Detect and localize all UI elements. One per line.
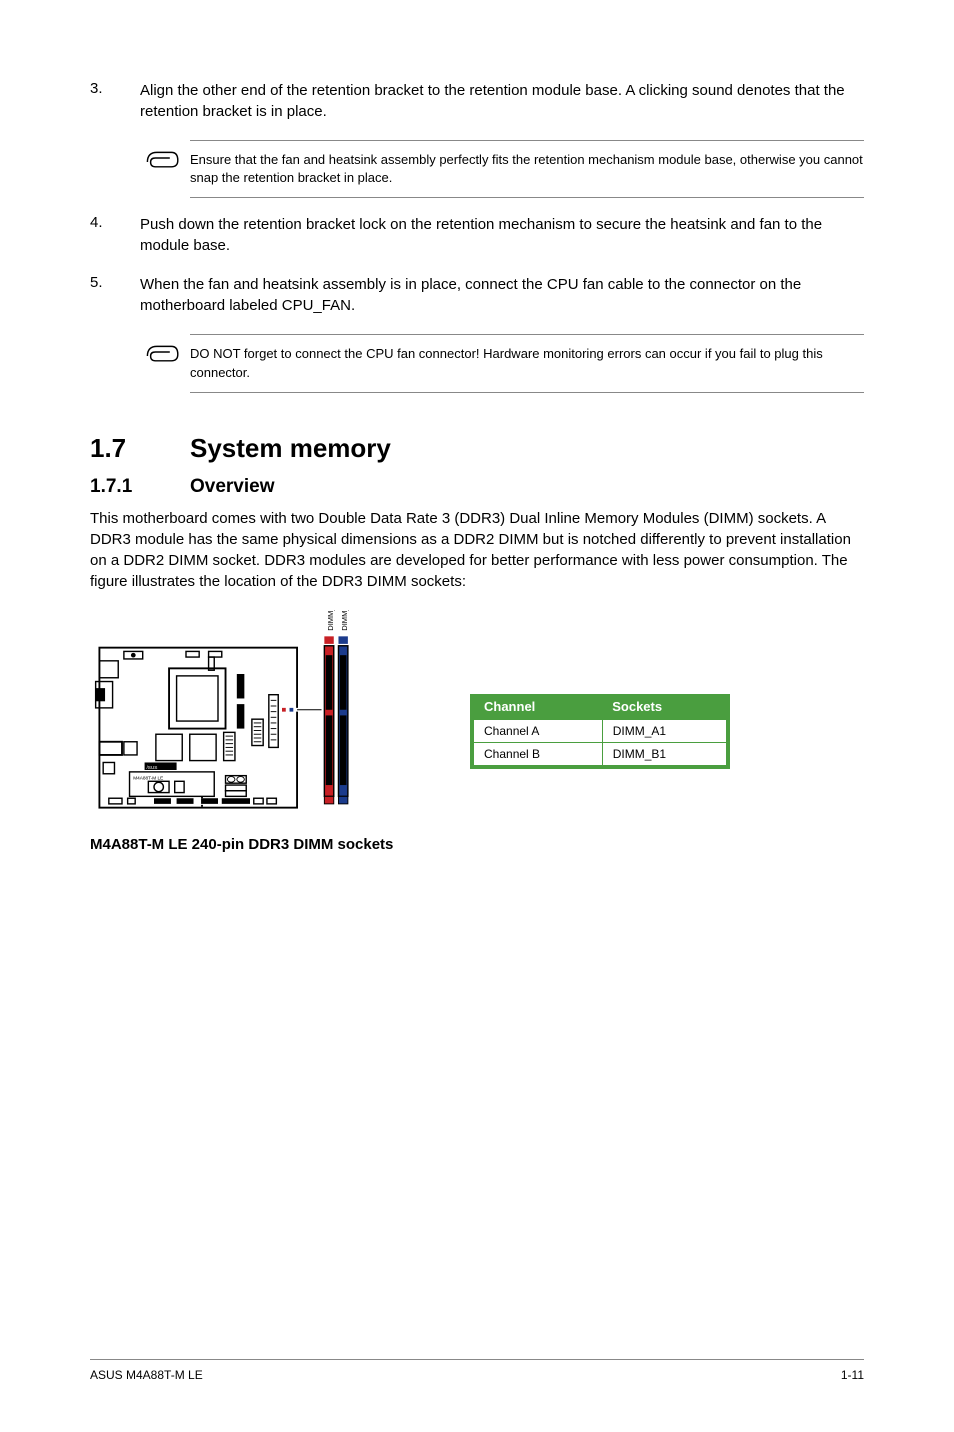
step-4-num: 4. [90,214,140,256]
svg-text:M4A88T-M LE: M4A88T-M LE [133,775,163,780]
step-5: 5. When the fan and heatsink assembly is… [90,274,864,316]
paperclip-icon [140,140,190,183]
footer-left: ASUS M4A88T-M LE [90,1368,203,1382]
diagram-column: DIMM_A1 DIMM_B1 [90,610,410,853]
section-title: System memory [190,433,391,464]
motherboard-diagram: DIMM_A1 DIMM_B1 [90,610,410,826]
section-heading: 1.7 System memory [90,433,864,464]
footer-right: 1-11 [841,1368,864,1382]
channel-table: Channel Sockets Channel A DIMM_A1 Channe… [470,694,730,769]
table-cell-channel: Channel B [472,742,602,767]
diagram-row: DIMM_A1 DIMM_B1 [90,610,864,853]
step-5-text: When the fan and heatsink assembly is in… [140,274,864,316]
table-cell-sockets: DIMM_B1 [602,742,728,767]
step-3-num: 3. [90,80,140,122]
step-4-text: Push down the retention bracket lock on … [140,214,864,256]
table-row: Channel B DIMM_B1 [472,742,728,767]
table-cell-channel: Channel A [472,719,602,742]
overview-text: This motherboard comes with two Double D… [90,508,864,592]
section-num: 1.7 [90,433,190,464]
table-header-sockets: Sockets [602,694,728,720]
paperclip-icon [140,334,190,377]
subsection-heading: 1.7.1 Overview [90,476,864,498]
note-1-text: Ensure that the fan and heatsink assembl… [190,140,864,198]
table-row: Channel A DIMM_A1 [472,719,728,742]
step-4: 4. Push down the retention bracket lock … [90,214,864,256]
subsection-num: 1.7.1 [90,476,190,498]
step-3-text: Align the other end of the retention bra… [140,80,864,122]
note-2-text: DO NOT forget to connect the CPU fan con… [190,334,864,392]
svg-text:/SUS: /SUS [146,765,157,770]
note-box-2: DO NOT forget to connect the CPU fan con… [140,334,864,392]
table-header-channel: Channel [472,694,602,720]
diagram-caption: M4A88T-M LE 240-pin DDR3 DIMM sockets [90,836,410,853]
subsection-title: Overview [190,476,275,498]
table-cell-sockets: DIMM_A1 [602,719,728,742]
page-footer: ASUS M4A88T-M LE 1-11 [90,1359,864,1382]
dimm-label-a: DIMM_A1 [326,610,335,631]
step-3: 3. Align the other end of the retention … [90,80,864,122]
note-box-1: Ensure that the fan and heatsink assembl… [140,140,864,198]
step-5-num: 5. [90,274,140,316]
dimm-label-b: DIMM_B1 [340,610,349,631]
